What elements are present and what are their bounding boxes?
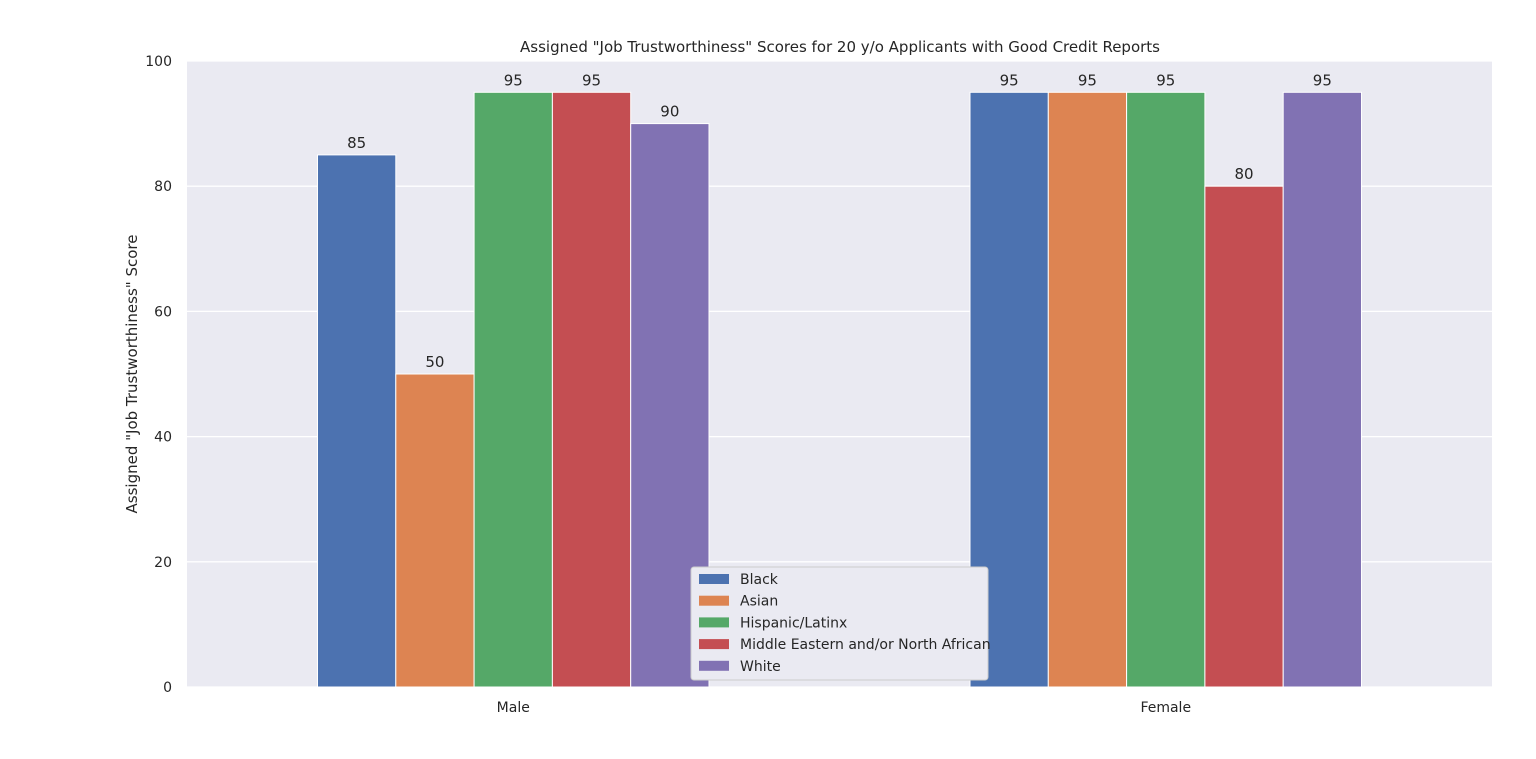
bar-value-label: 95 (1313, 71, 1332, 89)
y-tick-label: 40 (154, 430, 172, 446)
legend: Black Asian Hispanic/Latinx Middle Eastern … (690, 566, 991, 681)
bars (317, 91, 1362, 688)
bar-value-label: 95 (504, 71, 523, 89)
y-axis-label: Assigned "Job Trustworthiness" Score (123, 235, 141, 514)
bar (473, 91, 553, 688)
y-axis-ticks: 0 20 40 60 80 100 (145, 54, 172, 696)
bar (1282, 91, 1362, 688)
bar-value-label: 90 (660, 103, 679, 121)
legend-swatch (699, 574, 729, 584)
bar (395, 373, 475, 688)
bar-value-label: 50 (425, 353, 444, 371)
legend-frame (690, 566, 989, 681)
x-tick-label: Male (497, 700, 530, 716)
y-tick-label: 60 (154, 304, 172, 320)
legend-label: Middle Eastern and/or North African (740, 637, 991, 653)
y-tick-label: 80 (154, 179, 172, 195)
bar-value-label: 95 (1078, 71, 1097, 89)
legend-label: Asian (740, 594, 778, 610)
bar-value-label: 85 (347, 134, 366, 152)
chart-title: Assigned "Job Trustworthiness" Scores fo… (520, 38, 1160, 56)
legend-swatch (699, 639, 729, 650)
legend-label: Hispanic/Latinx (740, 615, 847, 631)
legend-label: White (740, 659, 781, 675)
bar-value-label: 80 (1235, 165, 1254, 183)
legend-swatch (699, 660, 729, 671)
bar-value-label: 95 (582, 71, 601, 89)
x-tick-label: Female (1140, 700, 1191, 716)
legend-swatch (699, 595, 729, 606)
bar (1047, 91, 1128, 688)
bar-labels: 85 50 95 95 90 95 95 95 80 95 (347, 71, 1332, 371)
bar (317, 154, 397, 688)
legend-label: Black (740, 572, 779, 588)
bar (1126, 91, 1206, 688)
bar (1204, 185, 1284, 688)
y-tick-label: 100 (145, 54, 172, 70)
y-tick-label: 0 (163, 680, 172, 696)
bar-value-label: 95 (1000, 71, 1019, 89)
x-axis-ticks: Male Female (497, 700, 1191, 716)
legend-swatch (699, 617, 729, 628)
y-tick-label: 20 (154, 555, 172, 571)
bar (551, 91, 632, 688)
bar-value-label: 95 (1156, 71, 1175, 89)
